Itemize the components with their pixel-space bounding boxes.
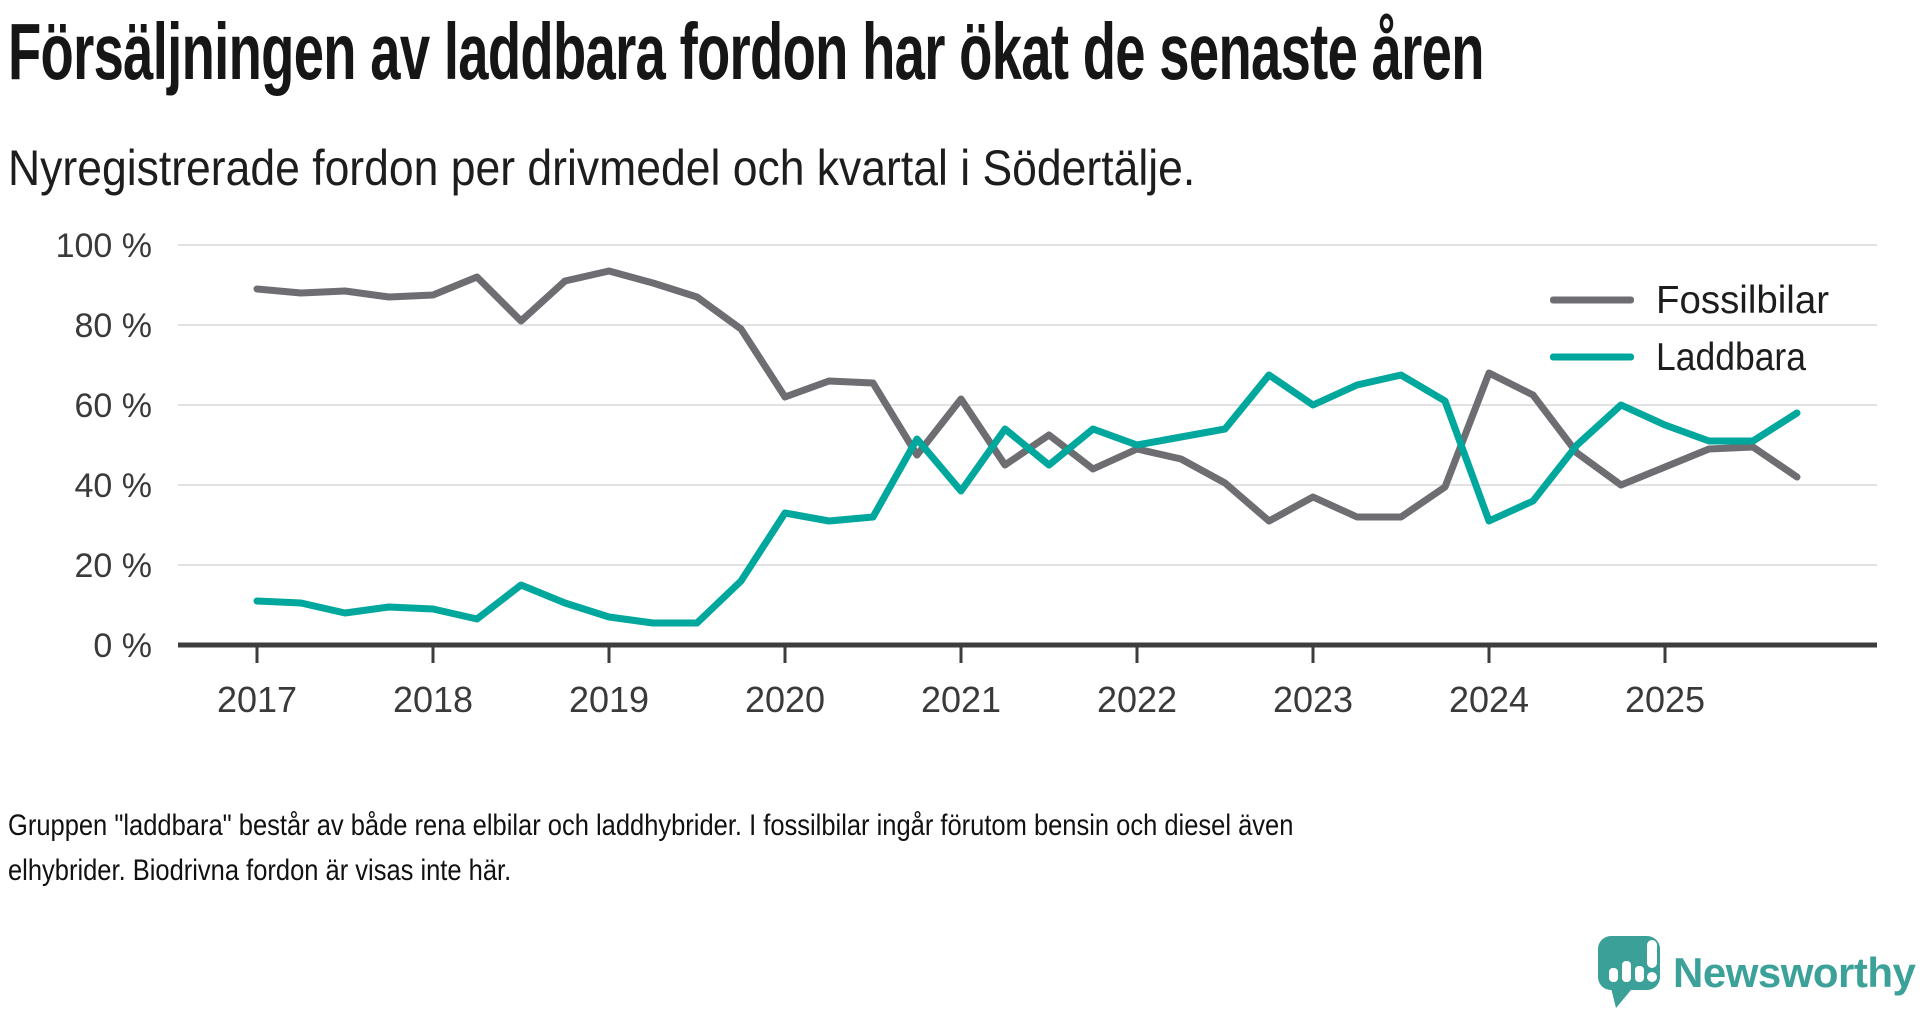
x-axis-tick-label: 2018 [393,679,473,720]
footnote-line-1: Gruppen "laddbara" består av både rena e… [8,809,1294,842]
y-axis-tick-label: 0 % [93,627,152,665]
newsworthy-icon [1598,936,1660,1008]
legend-label-laddbara: Laddbara [1656,336,1806,379]
newsworthy-wordmark: Newsworthy [1673,949,1916,996]
series-line-fossilbilar [253,267,1801,525]
legend-swatch-fossilbilar [1550,296,1634,304]
footnote: Gruppen "laddbara" består av både rena e… [8,803,1520,893]
page-subtitle: Nyregistrerade fordon per drivmedel och … [8,140,1196,196]
x-axis-tick-label: 2024 [1449,679,1529,720]
x-axis-tick-label: 2022 [1097,679,1177,720]
x-axis-tick-label: 2025 [1625,679,1705,720]
legend-swatch-laddbara [1550,353,1634,361]
y-axis-tick-label: 100 % [56,227,152,265]
footnote-line-2: elhybrider. Biodrivna fordon är visas in… [8,854,512,887]
x-axis-tick-label: 2021 [921,679,1001,720]
y-axis-tick-label: 60 % [75,387,153,425]
x-axis-tick-label: 2023 [1273,679,1353,720]
legend-label-fossilbilar: Fossilbilar [1656,279,1829,322]
page-title: Försäljningen av laddbara fordon har öka… [8,7,1484,96]
newsworthy-logo: Newsworthy [1594,928,1920,1010]
y-axis-tick-label: 40 % [75,467,153,505]
x-axis-tick-label: 2019 [569,679,649,720]
x-axis-tick-label: 2020 [745,679,825,720]
series-line-laddbara [253,371,1801,627]
y-axis-tick-label: 20 % [75,547,153,585]
x-axis-tick-label: 2017 [217,679,297,720]
y-axis-tick-label: 80 % [75,307,153,345]
